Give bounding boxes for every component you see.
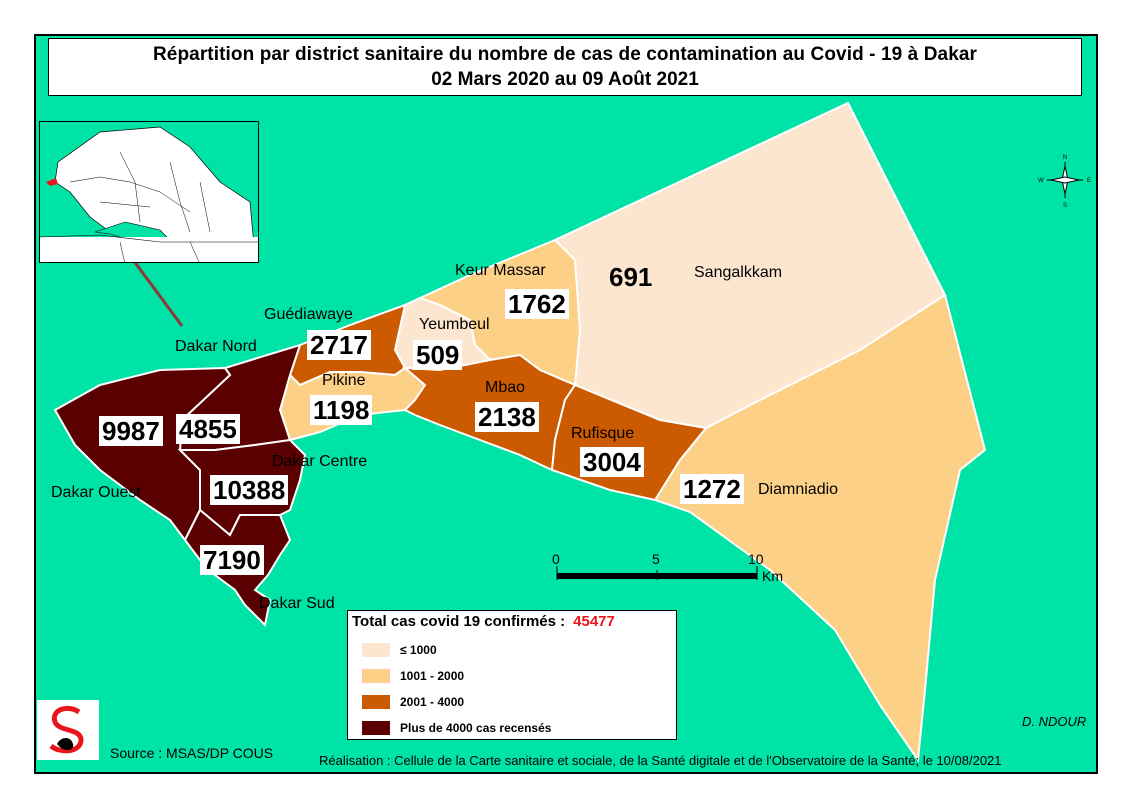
production-credit: Réalisation : Cellule de la Carte sanita…: [319, 753, 1002, 768]
scale-tick-10: 10: [748, 551, 764, 567]
legend-item-2: 1001 - 2000: [362, 669, 464, 683]
scale-unit: Km: [762, 568, 783, 584]
legend-swatch-2: [362, 669, 390, 683]
legend-item-3: 2001 - 4000: [362, 695, 464, 709]
title-line-2: 02 Mars 2020 au 09 Août 2021: [431, 69, 699, 90]
value-dakar-sud: 7190: [200, 545, 264, 575]
legend-item-1: ≤ 1000: [362, 643, 437, 657]
value-rufisque: 3004: [580, 447, 644, 477]
senegal-outline: [40, 126, 258, 262]
legend-total-label: Total cas covid 19 confirmés :: [352, 613, 566, 630]
scale-tick-5: 5: [652, 551, 660, 567]
north-label: N: [1063, 155, 1067, 161]
value-sangalkam: 691: [609, 262, 653, 292]
legend-label-3: 2001 - 4000: [400, 695, 465, 709]
legend-swatch-1: [362, 643, 390, 657]
label-dakar-ouest: Dakar Ouest: [51, 484, 141, 501]
legend-swatch-3: [362, 695, 390, 709]
legend-label-2: 1001 - 2000: [400, 669, 465, 683]
title-line-1: Répartition par district sanitaire du no…: [152, 44, 978, 65]
value-dakar-ouest: 9987: [99, 416, 163, 446]
scale-bar: [556, 566, 758, 580]
legend-swatch-4: [362, 721, 390, 735]
value-dakar-centre: 10388: [210, 475, 289, 505]
value-diamniadio: 1272: [680, 474, 744, 504]
label-diamniadio: Diamniadio: [758, 481, 839, 498]
legend-total: Total cas covid 19 confirmés : 45477: [352, 613, 615, 630]
logo-icon: [49, 705, 84, 754]
value-keur-massar: 1762: [505, 289, 569, 319]
label-keur-massar: Keur Massar: [455, 262, 546, 279]
north-arrow-icon: N S E W: [1038, 155, 1091, 209]
value-dakar-nord: 4855: [176, 414, 240, 444]
value-guediawaye: 2717: [307, 330, 371, 360]
dakar-highlight-icon: [46, 178, 58, 186]
author-credit: D. NDOUR: [1022, 714, 1087, 729]
value-pikine: 1198: [310, 395, 373, 425]
msas-logo: [37, 700, 99, 760]
label-guediawaye: Guédiawaye: [264, 306, 353, 323]
label-dakar-sud: Dakar Sud: [259, 595, 335, 612]
label-rufisque: Rufisque: [571, 425, 635, 442]
legend-label-4: Plus de 4000 cas recensés: [400, 721, 552, 735]
value-yeumbeul: 509: [413, 340, 463, 370]
inset-map-senegal: [39, 121, 259, 263]
legend-total-value: 45477: [573, 613, 615, 630]
west-label: W: [1038, 178, 1044, 184]
legend: Total cas covid 19 confirmés : 45477 ≤ 10…: [347, 610, 677, 740]
south-label: S: [1063, 203, 1067, 209]
legend-item-4: Plus de 4000 cas recensés: [362, 721, 551, 735]
label-dakar-centre: Dakar Centre: [272, 453, 368, 470]
label-dakar-nord: Dakar Nord: [175, 338, 257, 355]
source-text: Source : MSAS/DP COUS: [110, 745, 274, 761]
scale-tick-0: 0: [552, 551, 560, 567]
label-pikine: Pikine: [322, 372, 366, 389]
east-label: E: [1087, 178, 1091, 184]
label-sangalkam: Sangalkkam: [694, 264, 783, 281]
value-mbao: 2138: [475, 402, 539, 432]
map-title: Répartition par district sanitaire du no…: [48, 38, 1082, 96]
label-mbao: Mbao: [485, 379, 526, 396]
district-diamniadio: [653, 293, 987, 763]
label-yeumbeul: Yeumbeul: [419, 316, 490, 333]
legend-label-1: ≤ 1000: [400, 643, 437, 657]
